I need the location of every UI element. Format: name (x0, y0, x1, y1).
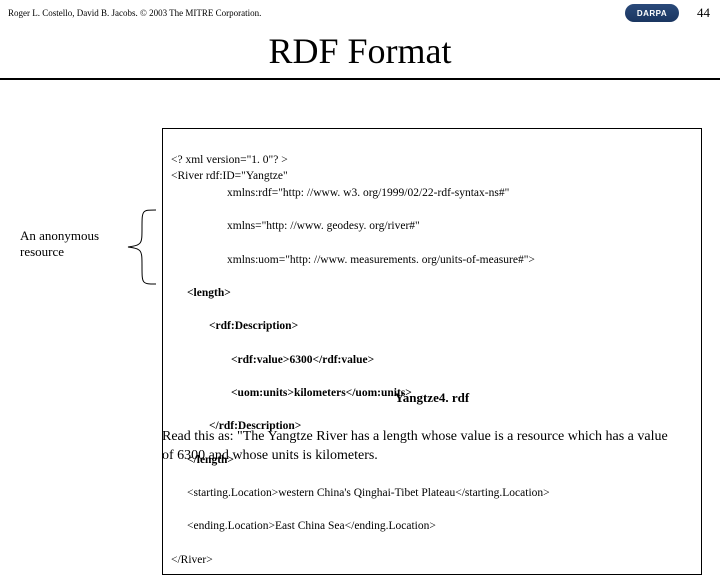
code-line: <rdf:value>6300</rdf:value> (171, 352, 693, 369)
filename-label: Yangtze4. rdf (162, 390, 702, 406)
curly-brace-icon (122, 208, 160, 286)
code-line: xmlns="http: //www. geodesy. org/river#" (171, 218, 693, 235)
code-line: <ending.Location>East China Sea</ending.… (171, 518, 693, 535)
darpa-logo: DARPA (625, 4, 679, 22)
copyright-text: Roger L. Costello, David B. Jacobs. © 20… (8, 8, 625, 18)
code-line: <River rdf:ID="Yangtze" (171, 170, 288, 182)
slide-header: Roger L. Costello, David B. Jacobs. © 20… (0, 0, 720, 24)
slide-title: RDF Format (0, 30, 720, 72)
code-line: xmlns:rdf="http: //www. w3. org/1999/02/… (171, 185, 693, 202)
slide-number: 44 (697, 5, 710, 21)
code-line: <starting.Location>western China's Qingh… (171, 485, 693, 502)
annotation-label: An anonymous resource (20, 228, 120, 261)
explanation-text: Read this as: "The Yangtze River has a l… (162, 428, 682, 466)
code-line: <length> (171, 285, 693, 302)
code-line: <rdf:Description> (171, 318, 693, 335)
slide-content: An anonymous resource <? xml version="1.… (0, 80, 720, 120)
code-block: <? xml version="1. 0"? > <River rdf:ID="… (162, 128, 702, 575)
code-line: <? xml version="1. 0"? > (171, 154, 288, 166)
code-line: </River> (171, 554, 213, 566)
code-line: xmlns:uom="http: //www. measurements. or… (171, 252, 693, 269)
